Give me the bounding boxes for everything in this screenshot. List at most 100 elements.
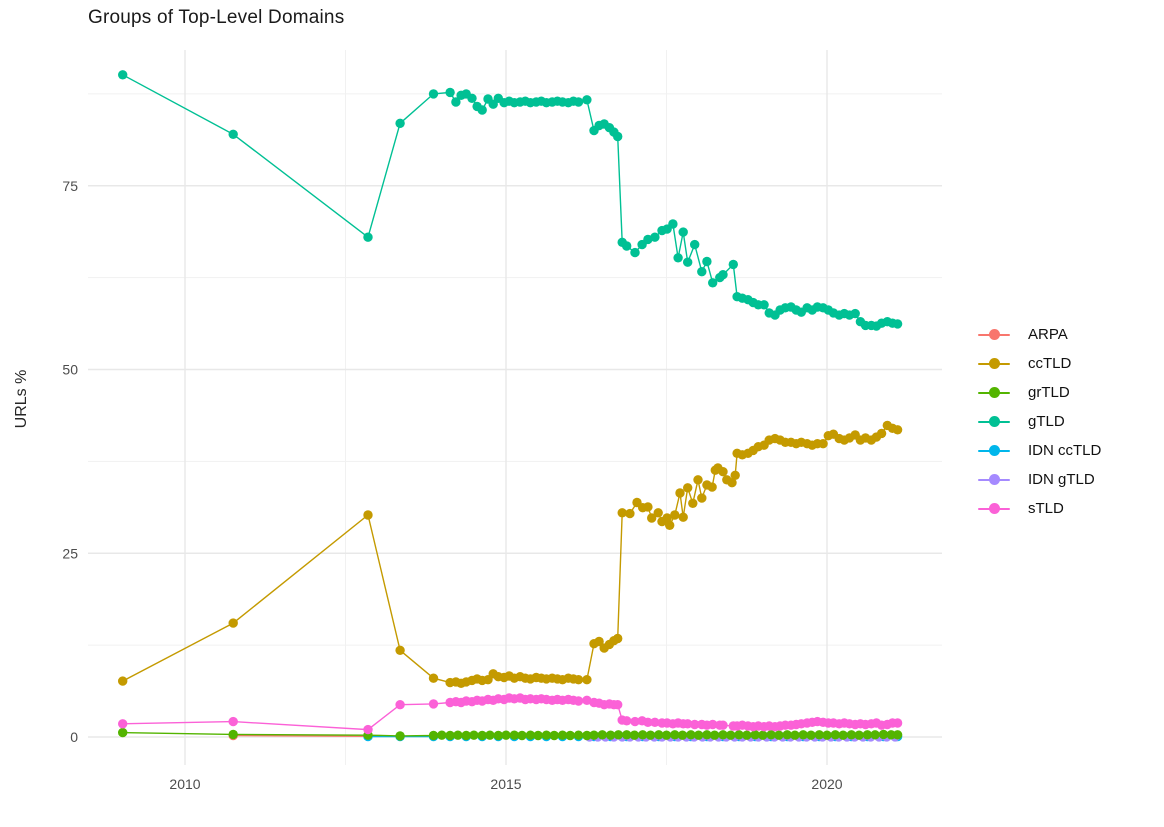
data-point <box>892 730 903 740</box>
data-point <box>557 730 568 740</box>
data-point <box>697 267 707 277</box>
data-point <box>892 319 903 329</box>
legend-key-glyph <box>978 473 1010 486</box>
series-line <box>122 74 898 327</box>
data-point <box>118 676 128 686</box>
data-point <box>647 513 657 523</box>
data-point <box>718 730 728 740</box>
data-point <box>870 730 880 740</box>
data-point <box>662 513 672 523</box>
legend-item-arpa: ARPA <box>978 320 1101 349</box>
data-point <box>846 730 857 740</box>
data-point <box>541 730 552 740</box>
data-point <box>477 730 487 741</box>
data-point <box>798 730 808 740</box>
data-point <box>690 719 700 730</box>
data-point <box>892 718 903 728</box>
data-point <box>638 730 648 740</box>
data-point <box>697 493 707 503</box>
data-point <box>461 730 471 741</box>
data-point <box>683 719 693 729</box>
data-point <box>622 716 632 726</box>
data-point <box>517 730 527 741</box>
series-line <box>122 424 898 685</box>
data-point <box>453 730 463 740</box>
data-point <box>573 730 584 740</box>
data-point <box>708 278 718 288</box>
y-tick-label: 25 <box>62 545 78 561</box>
data-point <box>228 716 238 727</box>
legend-label: ccTLD <box>1028 355 1072 372</box>
legend-label: IDN ccTLD <box>1028 442 1102 459</box>
data-point <box>650 717 660 727</box>
data-point <box>822 730 832 740</box>
data-point <box>790 730 800 740</box>
legend-label: grTLD <box>1028 384 1070 401</box>
legend-dot-icon <box>988 329 1000 340</box>
data-point <box>501 730 511 740</box>
legend-label: ARPA <box>1028 326 1068 343</box>
data-point <box>395 700 405 710</box>
data-point <box>718 270 728 280</box>
data-point <box>363 232 373 242</box>
data-point <box>838 730 848 740</box>
data-point <box>118 70 128 80</box>
data-point <box>228 618 238 628</box>
legend-item-idn-cctld: IDN ccTLD <box>978 436 1101 465</box>
legend-key-glyph <box>978 444 1010 457</box>
data-point <box>613 633 623 644</box>
data-point <box>643 717 653 727</box>
data-point <box>582 675 592 685</box>
data-point <box>693 730 704 740</box>
y-tick-label: 0 <box>70 729 78 745</box>
data-point <box>702 730 712 740</box>
legend-item-idn-gtld: IDN gTLD <box>978 465 1101 494</box>
data-point <box>573 97 584 107</box>
data-point <box>876 428 887 439</box>
data-point <box>734 730 744 740</box>
data-point <box>428 699 439 709</box>
data-point <box>613 730 624 740</box>
data-point <box>582 95 592 105</box>
series-gtld <box>118 70 903 331</box>
legend: ARPA ccTLD grTLD gTLD IDN ccTLD IDN gTLD sTLD <box>978 320 1101 523</box>
data-point <box>727 478 737 488</box>
data-point <box>653 508 663 518</box>
data-point <box>573 696 584 706</box>
data-point <box>395 731 405 741</box>
legend-label: IDN gTLD <box>1028 471 1095 488</box>
data-point <box>589 730 599 740</box>
data-point <box>758 730 768 740</box>
data-point <box>766 730 776 740</box>
data-point <box>878 729 889 740</box>
data-point <box>428 730 439 741</box>
data-point <box>726 730 736 740</box>
legend-key-glyph <box>978 357 1010 370</box>
data-point <box>629 730 640 740</box>
legend-key-glyph <box>978 502 1010 515</box>
legend-label: sTLD <box>1028 500 1064 517</box>
data-point <box>806 730 816 740</box>
data-point <box>625 508 635 519</box>
data-point <box>525 730 536 740</box>
data-point <box>774 730 784 740</box>
data-point <box>509 730 519 740</box>
data-point <box>750 730 760 740</box>
legend-item-grtld: grTLD <box>978 378 1101 407</box>
legend-dot-icon <box>988 503 1000 514</box>
data-point <box>742 730 752 740</box>
data-point <box>818 439 828 449</box>
data-point <box>709 730 720 740</box>
data-point <box>670 510 680 520</box>
data-point <box>395 645 405 655</box>
data-point <box>428 673 439 683</box>
legend-label: gTLD <box>1028 413 1065 430</box>
data-point <box>549 730 559 741</box>
data-point <box>118 727 128 738</box>
data-point <box>708 719 718 730</box>
series-grtld <box>118 727 903 741</box>
data-point <box>617 508 627 518</box>
data-point <box>683 257 693 267</box>
data-point <box>485 730 495 740</box>
